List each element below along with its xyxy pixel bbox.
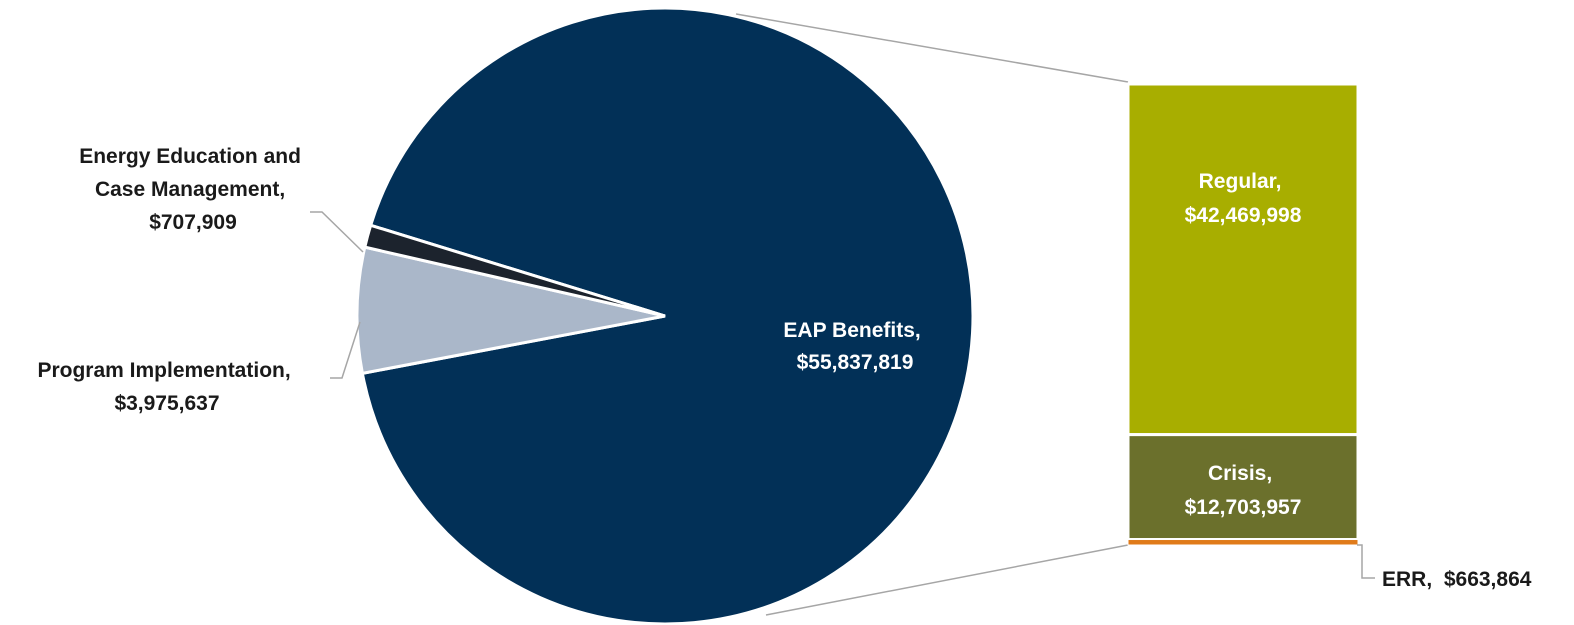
bar-segment-regular: [1126, 82, 1360, 437]
leader-line-program-implementation: [330, 321, 361, 379]
leader-line-energy-education: [310, 211, 364, 253]
pie-slice-eap-benefits: [360, 6, 975, 625]
label-eap-benefits: EAP Benefits, $55,837,819: [783, 319, 926, 374]
bar-segment-crisis: [1126, 433, 1360, 542]
label-err: ERR, $663,864: [1382, 568, 1532, 591]
connector-line-bottom: [765, 544, 1129, 616]
pie-slice-program-implementation: [355, 245, 666, 376]
leader-line-err: [1357, 544, 1375, 579]
bar-segment-err: [1127, 539, 1359, 546]
pie-slice-energy-education: [363, 223, 666, 318]
label-crisis: Crisis, $12,703,957: [1185, 462, 1302, 519]
connector-line-top: [735, 13, 1129, 83]
label-program-implementation: Program Implementation, $3,975,637: [37, 359, 296, 415]
label-energy-education: Energy Education and Case Management, $7…: [79, 145, 307, 234]
label-regular: Regular, $42,469,998: [1185, 170, 1302, 227]
